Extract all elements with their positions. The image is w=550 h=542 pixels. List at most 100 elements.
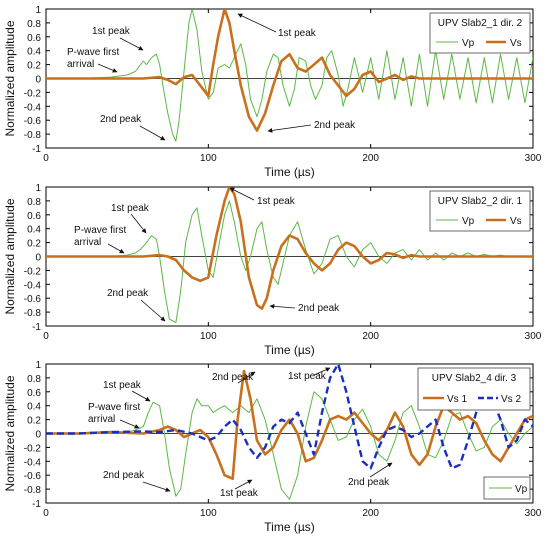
annotation: 2nd peak [269, 303, 340, 314]
annotation-text: 2nd peak [103, 470, 145, 481]
annotation-arrow [107, 243, 125, 254]
annotation: 1st peak [92, 26, 144, 51]
y-tick-label: -0.6 [24, 116, 42, 127]
y-tick-label: 0.2 [27, 416, 41, 427]
chart-panel-3: -1 -0.8 -0.6 -0.4 -0.2 0 0.2 0.4 0.6 0.8 1 0 100 200 3… [3, 360, 542, 534]
legend-box [429, 12, 531, 54]
y-tick-label: -0.8 [24, 485, 42, 496]
annotation-arrow [267, 124, 312, 133]
y-tick-label: 0.4 [27, 47, 41, 58]
y-tick-label: -0.8 [24, 308, 42, 319]
y-tick-label: -1 [32, 144, 41, 155]
legend-label: Vp [462, 38, 475, 49]
x-tick-label: 100 [200, 331, 217, 342]
y-tick-label: 0.2 [27, 61, 41, 72]
annotation-arrow [313, 367, 331, 376]
annotation-text: 1st peak [92, 26, 131, 37]
y-tick-label: -0.4 [24, 457, 42, 468]
y-tick-label: 0 [35, 430, 41, 441]
y-tick-label: 0.6 [27, 33, 41, 44]
y-tick-label: -1 [32, 322, 41, 333]
x-tick-label: 200 [362, 153, 379, 164]
legend-title: UPV Slab2_2 dir. 1 [438, 196, 523, 207]
annotation: 2nd peak [103, 470, 171, 492]
legend: UPV Slab2_1 dir. 2 Vp Vs [429, 12, 531, 54]
x-tick-label: 100 [200, 508, 217, 519]
y-tick-label: 0 [35, 75, 41, 86]
annotation: 1st peak [237, 13, 317, 39]
legend-label: Vs [510, 216, 522, 227]
series-line-vs-1 [46, 369, 533, 481]
x-tick-label: 100 [200, 153, 217, 164]
annotation-arrow [142, 481, 171, 492]
legend-box [417, 367, 531, 411]
x-tick-label: 0 [43, 508, 49, 519]
annotation: 1st peak [111, 203, 150, 234]
y-tick-label: 0.8 [27, 197, 41, 208]
y-tick-label: 1 [35, 5, 41, 16]
y-tick-label: -0.2 [24, 266, 42, 277]
y-tick-label: 0.4 [27, 225, 41, 236]
y-tick-label: 0.8 [27, 19, 41, 30]
legend-label: Vs [510, 38, 522, 49]
annotation-text: P-wave first [88, 402, 140, 413]
chart-panel-1: -1 -0.8 -0.6 -0.4 -0.2 0 0.2 0.4 0.6 0.8 1 0 100 200 3… [3, 5, 542, 179]
legend: UPV Slab2_2 dir. 1 Vp Vs [429, 190, 531, 232]
y-tick-label: -0.4 [24, 280, 42, 291]
annotation: 2nd peak [212, 371, 256, 384]
x-axis-label: Time (µs) [264, 165, 314, 179]
annotation-text: 1st peak [103, 380, 142, 391]
y-tick-label: -0.6 [24, 294, 42, 305]
annotation-text: 2nd peak [100, 114, 142, 125]
annotation-text: P-wave first [74, 225, 126, 236]
y-tick-label: -0.2 [24, 443, 42, 454]
legend-box [429, 190, 531, 232]
x-tick-label: 0 [43, 331, 49, 342]
annotation: 1st peak [229, 187, 296, 207]
y-tick-label: 0.2 [27, 239, 41, 250]
y-tick-label: 0.4 [27, 402, 41, 413]
annotation-text: 2nd peak [107, 288, 149, 299]
annotation: 2nd peak [107, 288, 166, 322]
annotation-text: 1st peak [278, 28, 317, 39]
annotation-arrow [140, 299, 166, 322]
y-tick-label: 0.6 [27, 388, 41, 399]
y-axis-label: Normalized amplitude [3, 20, 17, 136]
y-tick-label: 0.8 [27, 374, 41, 385]
legend-label: Vs 2 [501, 394, 521, 405]
annotation-text: P-wave first [67, 47, 119, 58]
annotation-text: 2nd peak [348, 477, 390, 488]
annotation-arrow [269, 303, 296, 309]
x-tick-label: 200 [362, 331, 379, 342]
y-tick-label: -1 [32, 499, 41, 510]
y-axis-label: Normalized amplitude [3, 198, 17, 314]
x-tick-label: 300 [525, 331, 542, 342]
annotation-text: 2nd peak [314, 120, 356, 131]
legend-label: Vp [515, 484, 528, 495]
x-axis-label: Time (µs) [264, 343, 314, 357]
y-tick-label: -0.4 [24, 102, 42, 113]
annotation-arrow [237, 13, 277, 33]
series-line-vs [46, 187, 533, 310]
annotation: 1st peak [220, 479, 259, 499]
annotation-text: 1st peak [111, 203, 150, 214]
annotation-text: 2nd peak [298, 303, 340, 314]
x-tick-label: 200 [362, 508, 379, 519]
annotation-text: arrival [74, 237, 101, 248]
annotation-arrow [97, 63, 118, 73]
annotation-arrow [131, 390, 151, 402]
legend: UPV Slab2_4 dir. 3 Vs 1 Vs 2 Vp [417, 367, 531, 500]
annotation-text: 1st peak [220, 488, 259, 499]
x-tick-label: 300 [525, 508, 542, 519]
annotation-text: 1st peak [257, 196, 296, 207]
annotation: 2nd peak [100, 114, 166, 141]
series-line-vp [46, 9, 533, 142]
y-axis-label: Normalized amplitude [3, 375, 17, 491]
annotation-arrow [119, 419, 140, 429]
annotation-text: arrival [88, 414, 115, 425]
y-tick-label: 1 [35, 360, 41, 371]
